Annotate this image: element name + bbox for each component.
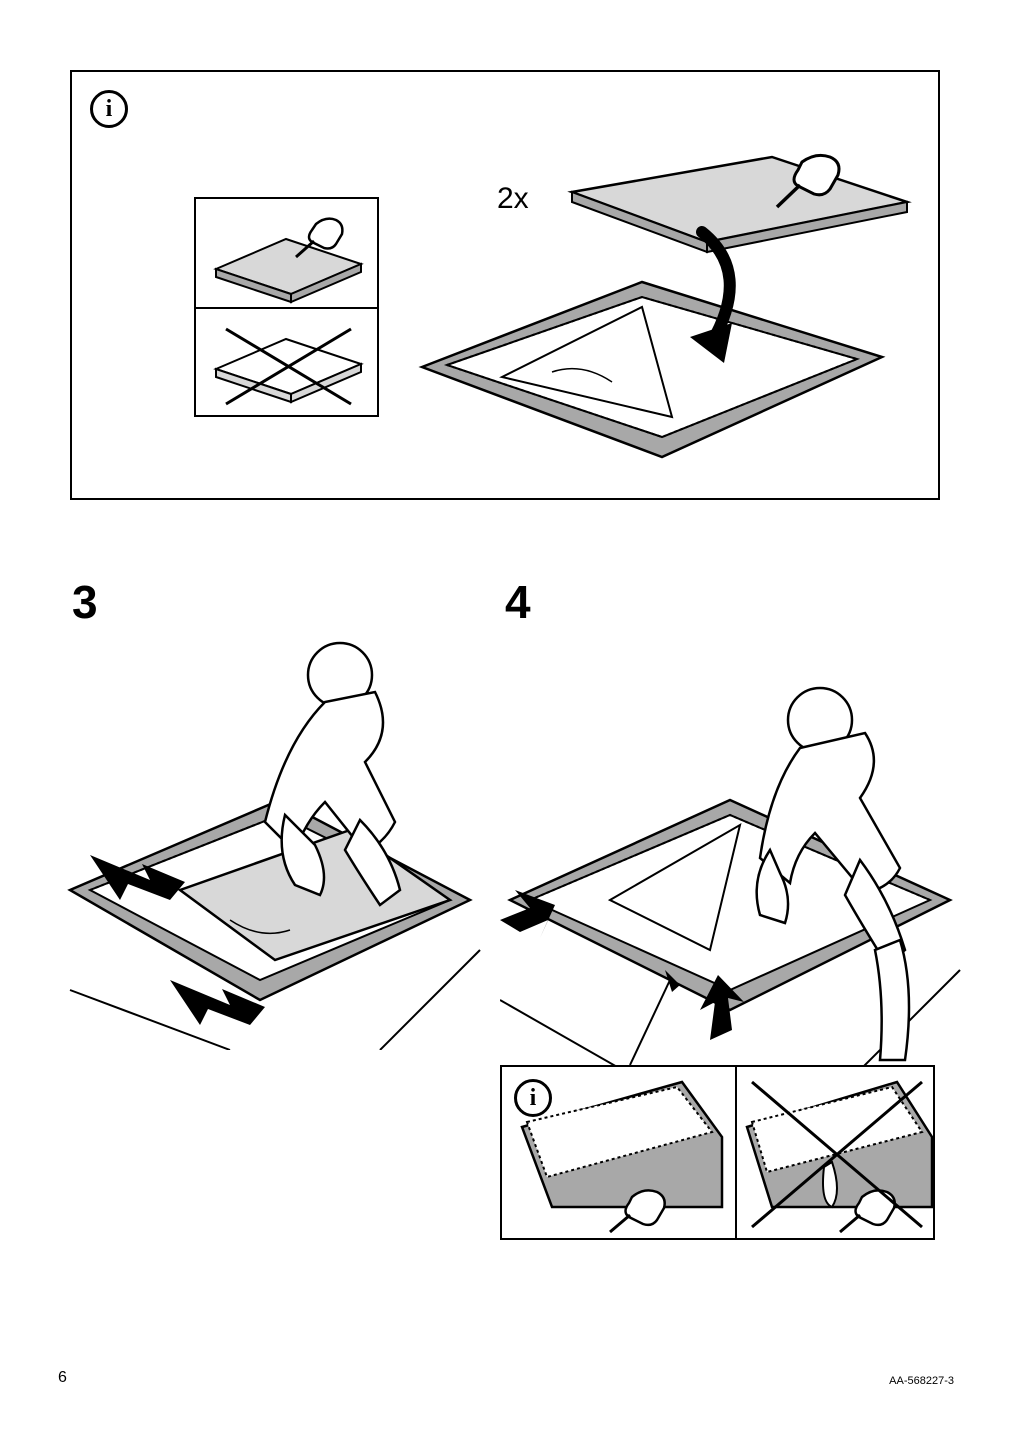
info-icon-label: i (530, 1085, 537, 1112)
document-id: AA-568227-3 (889, 1375, 954, 1387)
corner-incorrect-illustration (737, 1067, 937, 1242)
step-4-illustration (500, 650, 970, 1090)
insert-pad-illustration (372, 137, 932, 507)
info-panel: i 2x (70, 70, 940, 500)
orientation-incorrect-illustration (196, 309, 381, 419)
info-icon: i (90, 90, 128, 128)
orientation-correct-illustration (196, 199, 381, 309)
page-number: 6 (58, 1369, 67, 1387)
info-icon-label: i (106, 96, 113, 123)
step-3-illustration (50, 620, 490, 1050)
orientation-guide (194, 197, 379, 417)
corner-detail-panel: i (500, 1065, 935, 1240)
info-icon: i (514, 1079, 552, 1117)
step-4-number: 4 (505, 575, 531, 629)
instruction-page: i 2x (0, 0, 1012, 1432)
